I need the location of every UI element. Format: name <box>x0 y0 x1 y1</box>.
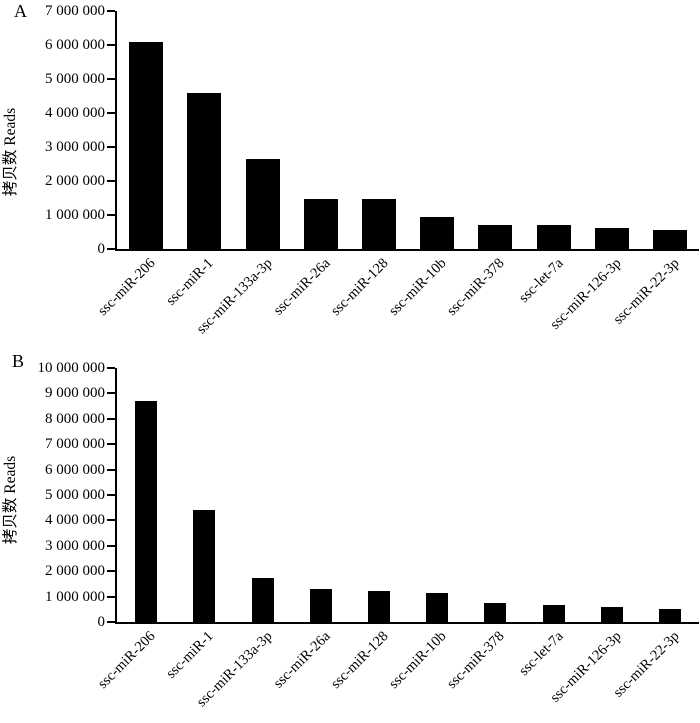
bar-ssc-miR-1 <box>187 92 222 249</box>
bar-ssc-miR-206 <box>135 401 158 622</box>
y-tick-label: 1 000 000 <box>45 588 105 605</box>
y-tick-label: 4 000 000 <box>45 105 105 121</box>
y-tick-label: 1 000 000 <box>45 207 105 223</box>
x-tick-label: ssc-let-7a <box>515 628 567 679</box>
y-tick-mark <box>107 112 115 114</box>
y-tick-label: 7 000 000 <box>45 3 105 19</box>
y-tick-label: 2 000 000 <box>45 173 105 189</box>
y-tick-label: 5 000 000 <box>45 71 105 87</box>
bar-ssc-miR-22-3p <box>652 229 687 249</box>
bar-ssc-miR-1 <box>193 510 216 622</box>
y-tick-mark <box>107 10 115 12</box>
y-tick-mark <box>107 570 115 573</box>
y-tick-mark <box>107 621 115 623</box>
y-tick-mark <box>107 146 115 148</box>
y-tick-mark <box>107 248 115 250</box>
x-tick-label: ssc-miR-206 <box>94 255 159 320</box>
panel-label-a: A <box>14 1 27 21</box>
bar-ssc-let-7a <box>536 224 571 249</box>
y-tick-label: 7 000 000 <box>45 436 105 453</box>
y-tick-mark <box>107 78 115 80</box>
panel-b: B 拷贝数 Reads 0 1 000 000 2 000 000 3 000 000… <box>0 350 700 723</box>
bar-ssc-miR-133a-3p <box>245 158 280 249</box>
y-tick-mark <box>107 595 115 598</box>
panel-a: A 拷贝数 Reads 0 1 000 000 2 000 000 3 000 000… <box>0 0 700 350</box>
bar-ssc-miR-126-3p <box>594 228 629 249</box>
x-tick-label: ssc-miR-206 <box>94 628 159 693</box>
x-tick-label: ssc-miR-1 <box>163 628 217 682</box>
x-tick-label: ssc-miR-378 <box>444 255 508 320</box>
y-tick-mark <box>107 417 115 420</box>
y-tick-label: 10 000 000 <box>37 360 106 376</box>
y-tick-mark <box>107 180 115 182</box>
bar-ssc-miR-126-3p <box>600 607 623 622</box>
bar-ssc-miR-128 <box>361 199 396 249</box>
y-tick-label: 2 000 000 <box>45 563 105 580</box>
y-tick-label: 3 000 000 <box>45 139 105 155</box>
panel-label-b: B <box>12 351 25 371</box>
y-tick-mark <box>107 367 115 369</box>
y-tick-mark <box>107 392 115 395</box>
x-tick-label: ssc-miR-128 <box>327 255 392 320</box>
y-tick-label: 0 <box>97 241 106 257</box>
y-axis-title-b: 拷贝数 Reads <box>2 455 20 545</box>
x-tick-label: ssc-miR-1 <box>163 255 217 309</box>
bar-ssc-miR-206 <box>129 41 164 249</box>
y-tick-label: 5 000 000 <box>45 487 105 503</box>
bar-ssc-miR-378 <box>484 602 507 622</box>
y-tick-label: 8 000 000 <box>45 410 105 427</box>
y-tick-mark <box>107 519 115 522</box>
x-tick-label: ssc-miR-10b <box>385 628 450 693</box>
y-tick-label: 4 000 000 <box>45 512 105 529</box>
y-tick-label: 0 <box>97 614 106 630</box>
bar-ssc-miR-10b <box>420 216 455 249</box>
bar-ssc-miR-22-3p <box>658 608 681 622</box>
x-tick-label: ssc-miR-26a <box>270 255 334 319</box>
y-tick-label: 9 000 000 <box>45 385 105 402</box>
x-tick-label: ssc-miR-378 <box>444 628 508 693</box>
y-tick-mark <box>107 443 115 446</box>
x-tick-label: ssc-miR-10b <box>385 255 450 320</box>
y-axis-title-a: 拷贝数 Reads <box>2 107 20 197</box>
bar-ssc-miR-26a <box>303 199 338 249</box>
plot-area-b <box>107 367 699 624</box>
y-tick-mark <box>107 468 115 471</box>
y-tick-label: 3 000 000 <box>45 537 105 554</box>
y-tick-mark <box>107 44 115 46</box>
x-tick-label: ssc-miR-26a <box>270 628 334 692</box>
bar-ssc-miR-10b <box>426 593 449 622</box>
x-tick-label: ssc-miR-128 <box>327 628 392 693</box>
y-tick-label: 6 000 000 <box>45 461 105 478</box>
bar-ssc-let-7a <box>542 604 565 622</box>
y-tick-label: 6 000 000 <box>45 37 105 53</box>
y-tick-mark <box>107 494 115 496</box>
bar-ssc-miR-128 <box>367 590 390 622</box>
bar-ssc-miR-133a-3p <box>251 577 274 622</box>
bar-ssc-miR-378 <box>478 224 513 249</box>
plot-area-a <box>107 10 699 251</box>
bar-ssc-miR-26a <box>309 588 332 622</box>
y-tick-mark <box>107 214 115 216</box>
y-tick-mark <box>107 544 115 547</box>
x-tick-label: ssc-let-7a <box>515 255 567 306</box>
